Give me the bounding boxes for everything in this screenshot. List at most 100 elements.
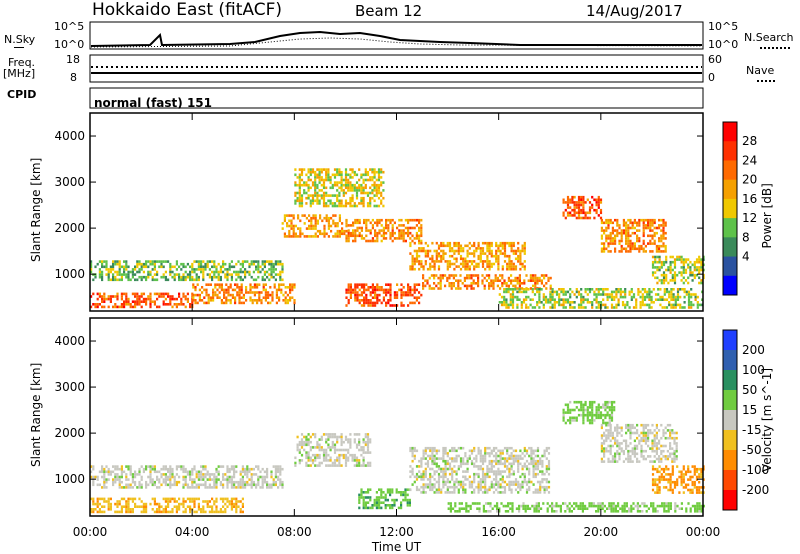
heatmap-cell — [510, 282, 513, 285]
heatmap-cell — [599, 301, 603, 304]
heatmap-cell — [429, 475, 432, 479]
heatmap-cell — [300, 202, 304, 205]
heatmap-cell — [338, 456, 341, 460]
heatmap-cell — [160, 475, 163, 479]
heatmap-cell — [448, 265, 452, 268]
heatmap-cell — [283, 219, 286, 223]
heatmap-cell — [409, 241, 412, 245]
heatmap-cell — [92, 510, 95, 514]
heatmap-cell — [98, 268, 101, 271]
heatmap-cell — [418, 283, 421, 286]
heatmap-cell — [316, 453, 319, 457]
heatmap-cell — [473, 249, 476, 253]
heatmap-cell — [301, 232, 304, 236]
heatmap-cell — [116, 270, 119, 274]
heatmap-cell — [597, 406, 600, 409]
heatmap-cell — [510, 241, 513, 245]
heatmap-cell — [510, 467, 513, 471]
heatmap-cell — [517, 457, 520, 460]
heatmap-cell — [284, 301, 287, 305]
heatmap-cell — [607, 244, 610, 248]
heatmap-cell — [125, 260, 128, 263]
heatmap-cell — [344, 456, 348, 460]
heatmap-cell — [269, 301, 272, 305]
heatmap-cell — [595, 413, 598, 417]
heatmap-cell — [566, 201, 570, 204]
heatmap-cell — [621, 510, 624, 513]
heatmap-cell — [402, 224, 405, 227]
heatmap-cell — [413, 249, 416, 253]
heatmap-cell — [689, 271, 692, 274]
heatmap-cell — [630, 504, 633, 508]
heatmap-cell — [378, 504, 381, 507]
heatmap-cell — [457, 241, 460, 245]
heatmap-cell — [167, 292, 170, 296]
heatmap-cell — [547, 452, 551, 455]
heatmap-cell — [109, 265, 112, 269]
heatmap-cell — [298, 181, 301, 184]
heatmap-cell — [215, 470, 218, 474]
heatmap-cell — [369, 438, 372, 441]
heatmap-cell — [440, 488, 443, 492]
heatmap-cell — [610, 504, 613, 508]
heatmap-cell — [189, 473, 192, 476]
heatmap-cell — [377, 170, 381, 174]
heatmap-cell — [673, 273, 677, 277]
heatmap-cell — [192, 293, 195, 297]
heatmap-cell — [237, 275, 240, 279]
heatmap-cell — [451, 262, 454, 266]
heatmap-cell — [294, 461, 297, 465]
heatmap-cell — [453, 252, 456, 255]
heatmap-cell — [299, 227, 302, 230]
heatmap-cell — [142, 275, 145, 279]
heatmap-cell — [92, 500, 95, 503]
heatmap-cell — [453, 249, 456, 253]
heatmap-cell — [549, 306, 552, 309]
heatmap-cell — [652, 507, 655, 510]
heatmap-cell — [138, 497, 141, 501]
heatmap-cell — [551, 306, 554, 309]
heatmap-cell — [525, 295, 528, 299]
heatmap-cell — [314, 433, 317, 436]
heatmap-cell — [435, 465, 438, 468]
heatmap-cell — [616, 221, 619, 225]
heatmap-cell — [230, 278, 233, 282]
heatmap-cell — [654, 507, 657, 510]
heatmap-cell — [363, 304, 366, 307]
heatmap-cell — [420, 241, 423, 245]
heatmap-cell — [224, 268, 227, 271]
heatmap-cell — [646, 303, 649, 307]
heatmap-cell — [184, 265, 187, 269]
heatmap-cell — [689, 260, 692, 264]
heatmap-cell — [453, 470, 456, 473]
heatmap-cell — [240, 286, 243, 289]
heatmap-cell — [323, 232, 326, 236]
heatmap-cell — [575, 504, 578, 508]
heatmap-cell — [365, 283, 368, 286]
heatmap-cell — [602, 303, 605, 307]
heatmap-cell — [580, 198, 583, 202]
heatmap-cell — [145, 260, 148, 263]
heatmap-cell — [380, 506, 383, 510]
heatmap-cell — [333, 183, 337, 187]
heatmap-cell — [662, 273, 666, 277]
heatmap-cell — [327, 176, 330, 179]
heatmap-cell — [391, 491, 394, 494]
heatmap-cell — [118, 265, 121, 269]
heatmap-cell — [553, 303, 556, 307]
heatmap-cell — [229, 293, 232, 297]
heatmap-cell — [316, 168, 319, 171]
heatmap-cell — [538, 298, 541, 301]
heatmap-cell — [345, 296, 348, 299]
heatmap-cell — [175, 260, 178, 263]
heatmap-cell — [651, 266, 655, 269]
heatmap-cell — [94, 502, 97, 506]
heatmap-cell — [660, 244, 663, 248]
heatmap-cell — [206, 265, 209, 269]
heatmap-cell — [236, 283, 239, 286]
heatmap-cell — [230, 467, 233, 471]
heatmap-cell — [215, 475, 218, 479]
heatmap-cell — [545, 274, 548, 277]
heatmap-cell — [364, 504, 367, 507]
heatmap-cell — [320, 446, 323, 449]
